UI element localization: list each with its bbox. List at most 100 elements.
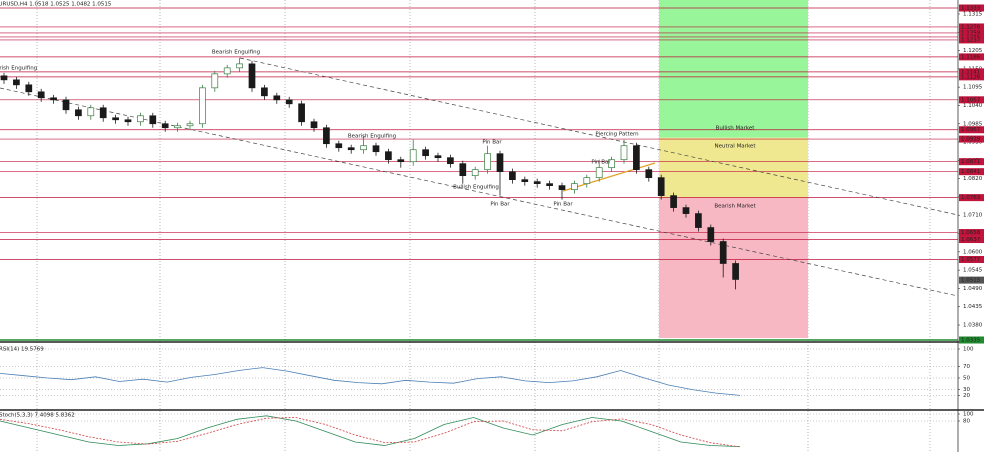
candle-body — [174, 125, 181, 129]
y-tick-label: 1.0710 — [963, 213, 983, 219]
y-tick-label: 1.0490 — [963, 286, 983, 292]
candle-body — [521, 179, 529, 182]
y-tick-label: 1.1095 — [963, 85, 983, 91]
indicator-title: Stoch(5,3,3) 7.4098 5.8362 — [0, 413, 75, 419]
y-tick-label: 100 — [963, 347, 974, 353]
trend-line — [239, 57, 959, 216]
market-zone — [659, 137, 808, 198]
level-label: 1.0871 — [961, 159, 980, 165]
candle-body — [608, 159, 615, 169]
candle-body — [99, 107, 107, 119]
candle-body — [657, 177, 665, 196]
candle-body — [75, 109, 82, 117]
candle-body — [447, 157, 454, 165]
level-label-bg — [959, 96, 984, 104]
candle-body — [484, 153, 491, 171]
pattern-annotation: Bearish Engulfing — [348, 134, 396, 140]
y-tick-label: 1.1315 — [963, 11, 983, 17]
candle-body — [87, 107, 95, 117]
pattern-annotation: Piercing Pattern — [595, 132, 639, 138]
y-tick-label: 1.1040 — [963, 103, 983, 109]
level-label-bg — [959, 194, 984, 202]
candle-body — [347, 147, 355, 151]
candle-body — [248, 63, 256, 89]
candle-body — [161, 123, 169, 129]
pattern-annotation: Bearish Engulfing — [212, 50, 260, 56]
y-tick-label: 1.0435 — [963, 304, 983, 310]
candle-body — [496, 153, 504, 173]
candle-body — [211, 73, 219, 89]
candle-body — [732, 263, 739, 280]
level-label: 1.1057 — [961, 97, 981, 103]
level-label-bg — [959, 29, 984, 37]
candle-body — [149, 115, 157, 125]
level-label-bg — [959, 36, 984, 44]
support-label: 1.0335 — [961, 338, 981, 344]
candle-body — [335, 143, 343, 149]
level-label-bg — [959, 236, 984, 244]
y-tick-label: 20 — [963, 393, 970, 399]
zone-label: Bearish Market — [714, 204, 756, 210]
candle-body — [50, 97, 57, 101]
candle-body — [285, 99, 293, 105]
indicator-line — [0, 367, 741, 396]
candle-body — [62, 99, 70, 111]
level-label: 1.1141 — [961, 69, 980, 75]
candle-body — [409, 149, 417, 163]
level-label-bg — [959, 158, 984, 166]
level-label: 1.0841 — [961, 169, 980, 175]
candle-body — [261, 87, 268, 97]
y-tick-label: 1.0820 — [963, 176, 983, 182]
candle-body — [595, 167, 603, 179]
pattern-annotation: Pin Bar — [490, 202, 510, 208]
candle-body — [509, 171, 516, 180]
level-label-bg — [959, 168, 984, 176]
level-label: 1.1276 — [961, 24, 981, 30]
candle-body — [695, 213, 702, 228]
candle-body — [397, 159, 405, 163]
trend-line — [0, 87, 959, 297]
level-label-bg — [959, 23, 984, 31]
candle-body — [558, 185, 566, 190]
candle-body — [434, 155, 442, 159]
y-tick-label: 1.0380 — [963, 323, 983, 329]
candle-body — [236, 63, 243, 69]
candle-body — [310, 121, 318, 129]
candle-body — [533, 181, 541, 184]
candle-body — [372, 145, 380, 153]
candle-body — [186, 123, 194, 127]
candle-body — [719, 241, 727, 264]
candle-body — [199, 87, 206, 125]
pattern-annotation: Pin Bar — [591, 160, 611, 166]
level-label-bg — [959, 229, 984, 237]
market-zone — [659, 0, 808, 138]
y-tick-label: 1.1205 — [963, 48, 983, 54]
candle-body — [707, 227, 715, 242]
candle-body — [124, 119, 132, 123]
candle-body — [298, 103, 305, 123]
candle-body — [546, 183, 553, 186]
candle-body — [620, 145, 628, 161]
chart-header: EURUSD,H4 1.0518 1.0525 1.0482 1.0515 — [0, 2, 112, 8]
candle-body — [670, 195, 677, 208]
pattern-annotation: Bearish Engulfing — [0, 66, 37, 72]
level-label-bg — [959, 255, 984, 263]
candle-body — [0, 75, 8, 81]
level-label: 1.1126 — [961, 74, 981, 80]
level-label-bg — [959, 4, 984, 12]
zone-label: Neutral Market — [715, 144, 757, 150]
level-label-bg — [959, 68, 984, 76]
indicator-title: RSI(14) 19.5769 — [0, 347, 44, 353]
level-label: 1.0939 — [961, 137, 981, 143]
candle-body — [137, 115, 144, 123]
candle-body — [385, 151, 392, 161]
level-label: 1.0967 — [961, 127, 981, 133]
candle-body — [682, 207, 690, 214]
level-label: 1.0763 — [961, 195, 981, 201]
candle-body — [471, 169, 479, 177]
current-price: 1.0515 — [961, 278, 981, 284]
level-label: 1.0637 — [961, 237, 981, 243]
pattern-annotation: Pin Bar — [482, 140, 502, 146]
